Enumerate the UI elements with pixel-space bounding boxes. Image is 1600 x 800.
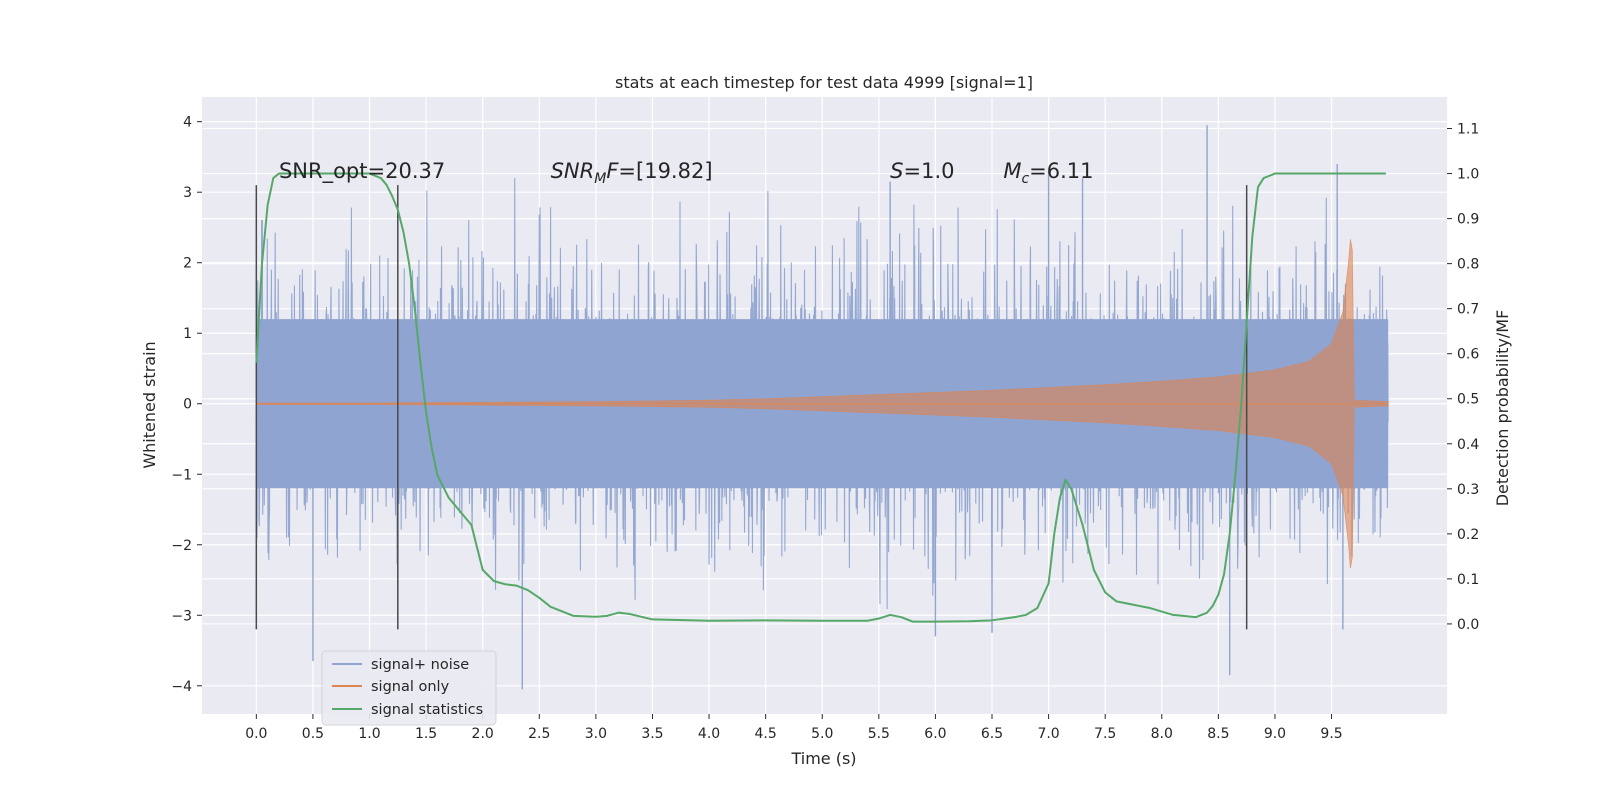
y-tick-label-5: 1 [183, 326, 192, 342]
annotation-s-value-symbol: S [890, 159, 903, 183]
y2-tick-label-3: 0.3 [1457, 482, 1479, 498]
y2-tick-label-8: 0.8 [1457, 257, 1479, 273]
x-tick-label-15: 7.5 [1094, 726, 1116, 742]
x-tick-label-2: 1.0 [358, 726, 380, 742]
y2-tick-label-4: 0.4 [1457, 437, 1479, 453]
legend-label-signal-statistics: signal statistics [371, 702, 483, 718]
annotation-snr-mf-value: F=[19.82] [606, 159, 712, 183]
annotation-mc-value-symbol: M [1003, 159, 1021, 183]
chart-title: stats at each timestep for test data 499… [615, 73, 1033, 92]
x-tick-label-12: 6.0 [924, 726, 946, 742]
x-tick-label-14: 7.0 [1037, 726, 1059, 742]
x-tick-label-1: 0.5 [302, 726, 324, 742]
x-tick-label-7: 3.5 [641, 726, 663, 742]
annotation-snr-mf-italic: F [606, 159, 619, 183]
y-tick-label-0: −4 [171, 679, 192, 695]
x-tick-label-17: 8.5 [1207, 726, 1229, 742]
y-tick-label-7: 3 [183, 185, 192, 201]
x-tick-label-13: 6.5 [981, 726, 1003, 742]
x-axis-label: Time (s) [790, 749, 856, 768]
annotation-s-value-value: =1.0 [903, 159, 954, 183]
x-tick-label-3: 1.5 [415, 726, 437, 742]
series-signal-only [255, 239, 1389, 569]
y2-axis-label: Detection probability/MF [1493, 310, 1512, 507]
y-axis-label: Whitened strain [140, 341, 159, 468]
y2-tick-label-10: 1.0 [1457, 167, 1479, 183]
annotation-mc-value-value: =6.11 [1029, 159, 1093, 183]
x-tick-label-9: 4.5 [755, 726, 777, 742]
legend-label-signal-only: signal only [371, 679, 450, 695]
legend-box [321, 650, 497, 726]
y2-tick-label-7: 0.7 [1457, 302, 1479, 318]
vertical-markers [255, 185, 1248, 630]
y-tick-label-6: 2 [183, 256, 192, 272]
y-tick-label-2: −2 [171, 538, 192, 554]
x-tick-label-8: 4.0 [698, 726, 720, 742]
y2-tick-label-1: 0.1 [1457, 572, 1479, 588]
y-tick-label-3: −1 [171, 467, 192, 483]
y2-tick-label-6: 0.6 [1457, 347, 1479, 363]
x-tick-label-19: 9.5 [1320, 726, 1342, 742]
x-tick-label-16: 8.0 [1151, 726, 1173, 742]
annotation-snr-mf-symbol: SNR [551, 159, 595, 183]
y-tick-label-8: 4 [183, 115, 192, 131]
y2-tick-label-11: 1.1 [1457, 122, 1479, 138]
y2-tick-label-2: 0.2 [1457, 527, 1479, 543]
y2-tick-label-5: 0.5 [1457, 392, 1479, 408]
y2-tick-label-9: 0.9 [1457, 212, 1479, 228]
annotation-snr-mf-subscript: M [594, 171, 606, 187]
annotation-snr-opt: SNR_opt=20.37 [279, 159, 445, 184]
series-signal-statistics [255, 172, 1386, 623]
stats-line [255, 172, 1386, 623]
x-tick-label-6: 3.0 [585, 726, 607, 742]
y-axis-ticks: −4 −3 −2 −1 0 1 2 3 4 [171, 115, 202, 695]
x-tick-label-4: 2.0 [472, 726, 494, 742]
annotation-snr-mf-rest: =[19.82] [618, 159, 712, 183]
x-axis-ticks: 0.0 0.5 1.0 1.5 2.0 2.5 3.0 3.5 4.0 4.5 5.0 5.5 6.0 6… [245, 714, 1343, 742]
annotation-s-value: S=1.0 [890, 159, 954, 183]
legend: signal+ noise signal only signal statist… [321, 650, 497, 726]
annotation-snr-mf: SNRMF=[19.82] [551, 159, 713, 187]
y-tick-label-1: −3 [171, 608, 192, 624]
x-tick-label-0: 0.0 [245, 726, 267, 742]
x-tick-label-10: 5.0 [811, 726, 833, 742]
x-tick-label-11: 5.5 [868, 726, 890, 742]
x-tick-label-5: 2.5 [528, 726, 550, 742]
annotation-mc-value-subscript: c [1021, 171, 1029, 187]
y-tick-label-4: 0 [183, 397, 192, 413]
legend-label-signal-plus-noise: signal+ noise [371, 657, 469, 673]
noise-trace [255, 178, 1389, 610]
x-tick-label-18: 9.0 [1264, 726, 1286, 742]
y2-tick-label-0: 0.0 [1457, 617, 1479, 633]
annotations: SNR_opt=20.37 SNRMF=[19.82] S=1.0 Mc=6.11 [279, 159, 1094, 187]
y2-axis-ticks: 0.0 0.1 0.2 0.3 0.4 0.5 0.6 0.7 0.8 0.9 1.0 1.1 [1447, 122, 1479, 633]
annotation-mc-value: Mc=6.11 [1003, 159, 1093, 187]
